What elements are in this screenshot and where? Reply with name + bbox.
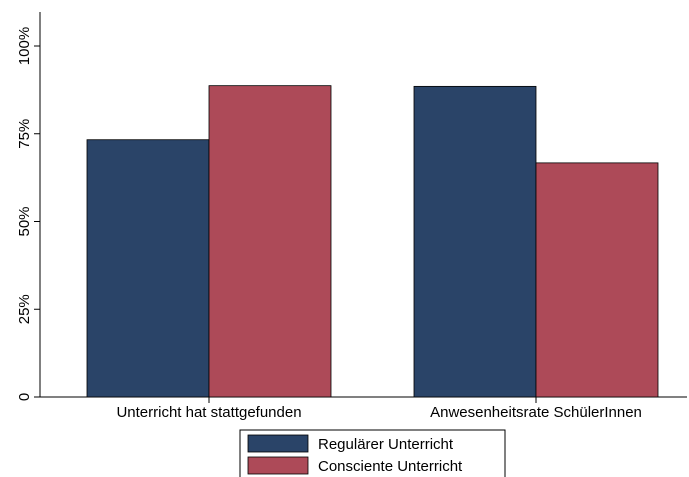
- axes: 0 25% 50% 75% 100% Unterricht hat stattgefund…: [16, 12, 687, 421]
- legend-label: Regulärer Unterricht: [318, 436, 454, 453]
- x-tick-label: Anwesenheitsrate SchülerInnen: [430, 404, 642, 421]
- y-tick-label: 25%: [16, 294, 33, 324]
- legend-label: Consciente Unterricht: [318, 458, 463, 475]
- bar: [535, 162, 659, 398]
- y-tick-label: 100%: [16, 27, 33, 65]
- x-tick-label: Unterricht hat stattgefunden: [116, 404, 301, 421]
- legend-swatch: [247, 456, 309, 475]
- bar: [413, 85, 537, 398]
- y-tick-label: 75%: [16, 119, 33, 149]
- legend-swatch: [247, 434, 309, 453]
- legend: Regulärer Unterricht Consciente Unterrich…: [239, 429, 506, 477]
- y-tick-label: 0: [16, 393, 33, 401]
- bars: [86, 85, 659, 398]
- bar: [208, 85, 332, 398]
- bar: [86, 139, 210, 398]
- y-tick-label: 50%: [16, 206, 33, 236]
